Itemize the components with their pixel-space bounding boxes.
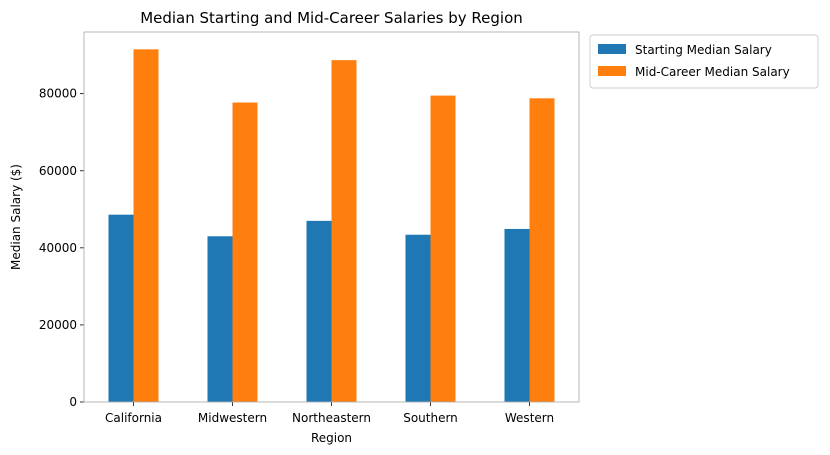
- x-tick-label: Western: [505, 411, 554, 425]
- y-tick-label: 80000: [39, 87, 77, 101]
- plot-frame: [83, 31, 580, 403]
- legend-swatch-starting: [598, 44, 626, 54]
- bars-layer: [108, 49, 555, 403]
- bar-starting-midwestern: [207, 236, 233, 402]
- x-tick-label: Midwestern: [198, 411, 267, 425]
- y-tick-label: 0: [69, 395, 77, 409]
- bar-mid-career-southern: [430, 95, 456, 402]
- x-tick-label: California: [105, 411, 162, 425]
- legend: Starting Median Salary Mid-Career Median…: [589, 34, 819, 89]
- legend-swatch-mid-career: [598, 66, 626, 76]
- y-axis-label: Median Salary ($): [9, 164, 23, 270]
- bar-starting-northeastern: [306, 220, 332, 402]
- y-tick-label: 60000: [39, 164, 77, 178]
- y-tick-label: 40000: [39, 241, 77, 255]
- plot-area: California Midwestern Northeastern Southern…: [39, 31, 580, 425]
- y-tick-label: 20000: [39, 318, 77, 332]
- bar-starting-western: [504, 228, 530, 402]
- x-axis-label: Region: [311, 431, 352, 445]
- x-tick-label: Southern: [403, 411, 458, 425]
- bar-mid-career-western: [529, 98, 555, 403]
- bar-mid-career-northeastern: [331, 60, 357, 403]
- x-tick-label: Northeastern: [292, 411, 371, 425]
- bar-starting-california: [108, 214, 134, 402]
- bar-mid-career-midwestern: [232, 102, 258, 402]
- legend-label-starting: Starting Median Salary: [635, 43, 772, 57]
- bar-mid-career-california: [133, 49, 159, 402]
- chart-title: Median Starting and Mid-Career Salaries …: [140, 9, 523, 27]
- bar-starting-southern: [405, 234, 431, 402]
- legend-frame: [589, 34, 819, 89]
- legend-label-mid-career: Mid-Career Median Salary: [635, 65, 790, 79]
- axis-ticks: California Midwestern Northeastern Southern…: [39, 87, 554, 425]
